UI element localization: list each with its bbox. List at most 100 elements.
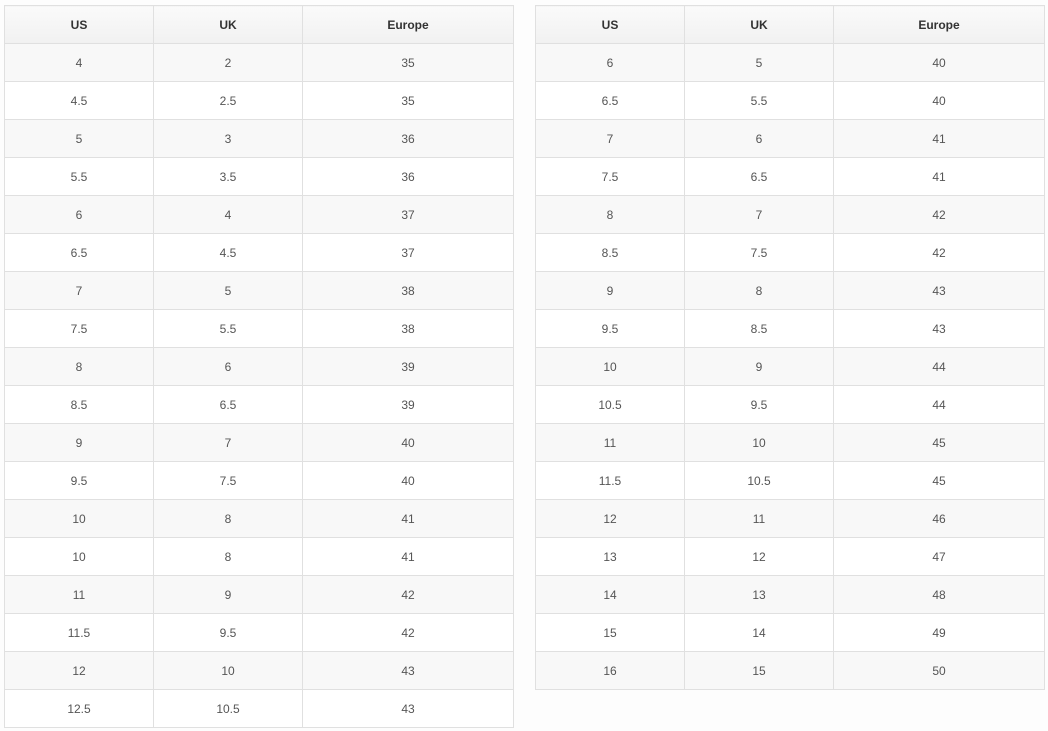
table-row: 7 6 41 [535, 119, 1045, 158]
cell-europe: 40 [302, 423, 514, 462]
cell-us: 10 [535, 347, 685, 386]
cell-us: 7.5 [535, 157, 685, 196]
table-row: 4.5 2.5 35 [4, 81, 514, 120]
cell-uk: 6.5 [153, 385, 303, 424]
table-row: 12 11 46 [535, 499, 1045, 538]
table-row: 4 2 35 [4, 43, 514, 82]
cell-us: 5 [4, 119, 154, 158]
cell-us: 12 [535, 499, 685, 538]
cell-europe: 35 [302, 43, 514, 82]
cell-uk: 8 [684, 271, 834, 310]
cell-us: 14 [535, 575, 685, 614]
cell-uk: 10.5 [153, 689, 303, 728]
cell-europe: 41 [833, 157, 1045, 196]
cell-europe: 48 [833, 575, 1045, 614]
cell-europe: 47 [833, 537, 1045, 576]
cell-europe: 41 [302, 499, 514, 538]
cell-europe: 42 [833, 195, 1045, 234]
cell-uk: 2.5 [153, 81, 303, 120]
cell-us: 10.5 [535, 385, 685, 424]
cell-uk: 4.5 [153, 233, 303, 272]
table-row: 9.5 7.5 40 [4, 461, 514, 500]
header-uk: UK [684, 5, 834, 44]
cell-us: 11.5 [535, 461, 685, 500]
table-row: 10.5 9.5 44 [535, 385, 1045, 424]
table-row: 12 10 43 [4, 651, 514, 690]
cell-us: 8 [4, 347, 154, 386]
cell-europe: 36 [302, 157, 514, 196]
cell-europe: 36 [302, 119, 514, 158]
cell-us: 11 [4, 575, 154, 614]
table-row: 16 15 50 [535, 651, 1045, 690]
cell-uk: 9 [153, 575, 303, 614]
cell-us: 7 [4, 271, 154, 310]
header-us: US [535, 5, 685, 44]
cell-europe: 39 [302, 347, 514, 386]
table-row: 6 4 37 [4, 195, 514, 234]
cell-us: 6 [4, 195, 154, 234]
cell-uk: 5 [684, 43, 834, 82]
table-row: 11.5 10.5 45 [535, 461, 1045, 500]
cell-europe: 41 [302, 537, 514, 576]
cell-uk: 5.5 [684, 81, 834, 120]
cell-uk: 4 [153, 195, 303, 234]
table-row: 5.5 3.5 36 [4, 157, 514, 196]
cell-europe: 43 [833, 271, 1045, 310]
cell-us: 8.5 [4, 385, 154, 424]
cell-uk: 9.5 [153, 613, 303, 652]
cell-us: 10 [4, 537, 154, 576]
cell-uk: 7.5 [153, 461, 303, 500]
header-row: US UK Europe [4, 5, 514, 44]
cell-us: 6 [535, 43, 685, 82]
table-row: 10 8 41 [4, 499, 514, 538]
table-row: 11 9 42 [4, 575, 514, 614]
cell-uk: 9.5 [684, 385, 834, 424]
header-europe: Europe [833, 5, 1045, 44]
cell-europe: 45 [833, 461, 1045, 500]
cell-europe: 50 [833, 651, 1045, 690]
cell-us: 11 [535, 423, 685, 462]
cell-us: 6.5 [4, 233, 154, 272]
cell-europe: 43 [302, 651, 514, 690]
table-row: 15 14 49 [535, 613, 1045, 652]
cell-uk: 6 [153, 347, 303, 386]
cell-uk: 11 [684, 499, 834, 538]
cell-europe: 41 [833, 119, 1045, 158]
cell-uk: 8.5 [684, 309, 834, 348]
cell-uk: 15 [684, 651, 834, 690]
cell-europe: 44 [833, 385, 1045, 424]
cell-europe: 40 [302, 461, 514, 500]
header-uk: UK [153, 5, 303, 44]
table-row: 7.5 6.5 41 [535, 157, 1045, 196]
cell-us: 5.5 [4, 157, 154, 196]
cell-uk: 10 [684, 423, 834, 462]
cell-uk: 7.5 [684, 233, 834, 272]
cell-uk: 2 [153, 43, 303, 82]
cell-europe: 49 [833, 613, 1045, 652]
cell-uk: 5.5 [153, 309, 303, 348]
header-europe: Europe [302, 5, 514, 44]
table-row: 13 12 47 [535, 537, 1045, 576]
cell-uk: 10.5 [684, 461, 834, 500]
cell-uk: 8 [153, 499, 303, 538]
cell-europe: 40 [833, 43, 1045, 82]
cell-europe: 45 [833, 423, 1045, 462]
cell-us: 9 [535, 271, 685, 310]
table-row: 8 7 42 [535, 195, 1045, 234]
cell-us: 4.5 [4, 81, 154, 120]
header-row: US UK Europe [535, 5, 1045, 44]
cell-us: 7 [535, 119, 685, 158]
table-row: 6.5 4.5 37 [4, 233, 514, 272]
table-row: 7.5 5.5 38 [4, 309, 514, 348]
table-row: 6 5 40 [535, 43, 1045, 82]
cell-uk: 5 [153, 271, 303, 310]
cell-us: 9.5 [4, 461, 154, 500]
cell-us: 7.5 [4, 309, 154, 348]
cell-us: 16 [535, 651, 685, 690]
table-row: 12.5 10.5 43 [4, 689, 514, 728]
cell-us: 8.5 [535, 233, 685, 272]
cell-europe: 40 [833, 81, 1045, 120]
cell-us: 13 [535, 537, 685, 576]
table-row: 8.5 7.5 42 [535, 233, 1045, 272]
cell-uk: 6 [684, 119, 834, 158]
